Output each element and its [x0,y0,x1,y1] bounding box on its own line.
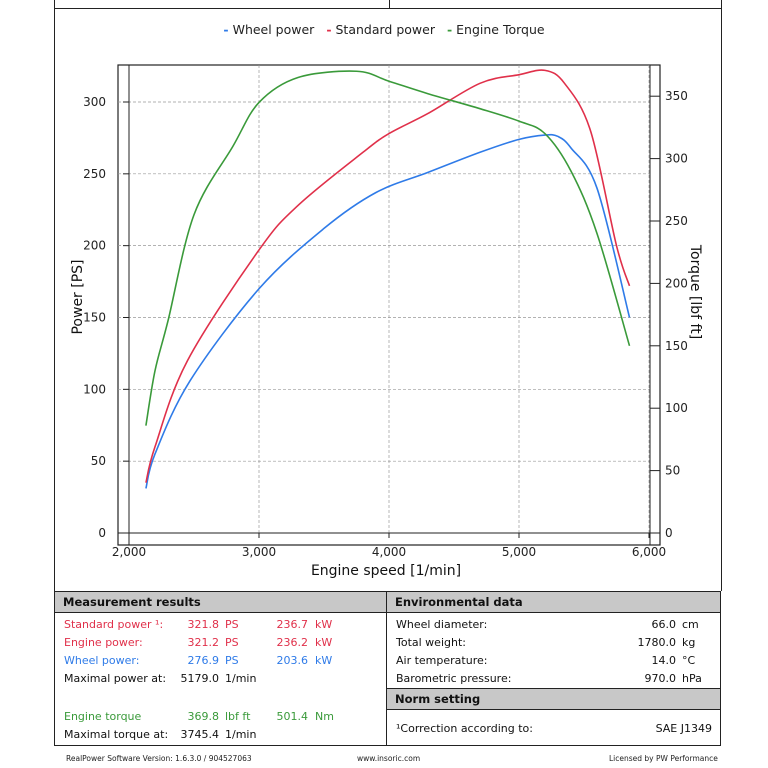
environment-row: Barometric pressure: 970.0 hPa [396,672,712,688]
standard-power-line [145,69,631,483]
wheel-power-line [145,133,631,489]
row-label: Maximal power at: [64,672,167,685]
row-unit: kg [682,636,696,649]
legend-standard: - Standard power [326,22,435,37]
y-tick-label: 300 [83,95,106,109]
norm-setting: Norm setting ¹Correction according to: S… [386,688,721,746]
measurement-row: Maximal torque at: 3745.4 1/min [64,728,374,744]
row-unit-1: PS [225,636,239,649]
legend-torque: - Engine Torque [446,22,545,37]
x-tick-label: 4,000 [372,545,406,559]
y-tick-label: 150 [83,310,106,324]
measurement-row: Engine torque 369.8 lbf ft 501.4 Nm [64,710,374,726]
row-unit-2: kW [315,654,333,667]
y2-tick-label: 300 [665,152,688,166]
row-value-2: 236.7 [276,618,309,631]
row-unit-1: PS [225,654,239,667]
y-tick-label: 50 [91,454,106,468]
x-tick-label: 3,000 [242,545,276,559]
row-label: Total weight: [396,636,466,649]
y2-tick-label: 0 [665,526,673,540]
row-value-2: 203.6 [276,654,309,667]
engine-torque-line [145,70,631,426]
measurement-row: Standard power ¹: 321.8 PS 236.7 kW [64,618,374,634]
x-axis-label: Engine speed [1/min] [311,563,461,579]
y2-axis-label: Torque [lbf ft] [687,244,703,339]
row-value: 1780.0 [637,636,677,649]
legend-standard-label: Standard power [335,22,435,37]
legend-wheel-label: Wheel power [232,22,315,37]
y-tick-label: 0 [98,526,106,540]
footer-site[interactable]: www.insoric.com [357,754,421,763]
row-unit-1: 1/min [225,672,257,685]
row-unit: hPa [682,672,702,685]
y2-tick-label: 100 [665,401,688,415]
row-unit: cm [682,618,699,631]
y-tick-label: 250 [83,167,106,181]
y2-tick-label: 50 [665,464,680,478]
row-value: 66.0 [651,618,677,631]
row-value-2: 236.2 [276,636,309,649]
y2-tick-label: 200 [665,276,688,290]
row-label: Wheel power: [64,654,140,667]
row-label: Standard power ¹: [64,618,164,631]
row-value-1: 276.9 [187,654,220,667]
row-value: 14.0 [651,654,677,667]
row-unit: °C [682,654,696,667]
measurement-row: Wheel power: 276.9 PS 203.6 kW [64,654,374,670]
row-unit-2: kW [315,636,333,649]
footer-version: RealPower Software Version: 1.6.3.0 / 90… [66,754,252,763]
y2-tick-label: 150 [665,339,688,353]
row-label: Air temperature: [396,654,488,667]
row-unit-2: kW [315,618,333,631]
row-unit-1: PS [225,618,239,631]
row-label: Barometric pressure: [396,672,512,685]
norm-value: SAE J1349 [655,722,712,735]
chart-legend: - Wheel power - Standard power - Engine … [0,22,768,37]
x-tick-label: 5,000 [502,545,536,559]
row-value-1: 321.8 [187,618,220,631]
measurement-title: Measurement results [55,592,386,613]
x-tick-label: 2,000 [112,545,146,559]
footer-license: Licensed by PW Performance [609,754,718,763]
row-value-1: 5179.0 [180,672,220,685]
norm-row: ¹Correction according to: SAE J1349 [396,722,712,738]
row-label: Engine power: [64,636,143,649]
y-tick-label: 100 [83,382,106,396]
environment-row: Total weight: 1780.0 kg [396,636,712,652]
measurement-row: Maximal power at: 5179.0 1/min [64,672,374,688]
environmental-data: Environmental data Wheel diameter: 66.0 … [386,591,721,689]
environment-row: Air temperature: 14.0 °C [396,654,712,670]
row-unit-1: 1/min [225,728,257,741]
measurement-row: Engine power: 321.2 PS 236.2 kW [64,636,374,652]
legend-wheel: - Wheel power [223,22,315,37]
environment-title: Environmental data [387,592,720,613]
row-value-1: 369.8 [187,710,220,723]
row-label: Engine torque [64,710,142,723]
row-label: Wheel diameter: [396,618,488,631]
row-unit-1: lbf ft [225,710,251,723]
header-frame [54,0,722,9]
row-label: Maximal torque at: [64,728,169,741]
measurement-results: Measurement results Standard power ¹: 32… [54,591,387,746]
norm-title: Norm setting [387,689,720,710]
y2-tick-label: 250 [665,214,688,228]
row-value: 970.0 [644,672,677,685]
row-value-1: 3745.4 [180,728,220,741]
y2-tick-label: 350 [665,89,688,103]
legend-torque-label: Engine Torque [456,22,545,37]
row-value-2: 501.4 [276,710,309,723]
norm-label: ¹Correction according to: [396,722,533,735]
row-unit-2: Nm [315,710,334,723]
row-value-1: 321.2 [187,636,220,649]
y-tick-label: 200 [83,239,106,253]
dyno-chart: 2,000 3,000 4,000 5,000 6,000 0 50 100 150 200 250… [70,64,703,579]
report-page [54,8,722,591]
y-axis-label: Power [PS] [70,259,86,334]
x-tick-label: 6,000 [632,545,666,559]
environment-row: Wheel diameter: 66.0 cm [396,618,712,634]
